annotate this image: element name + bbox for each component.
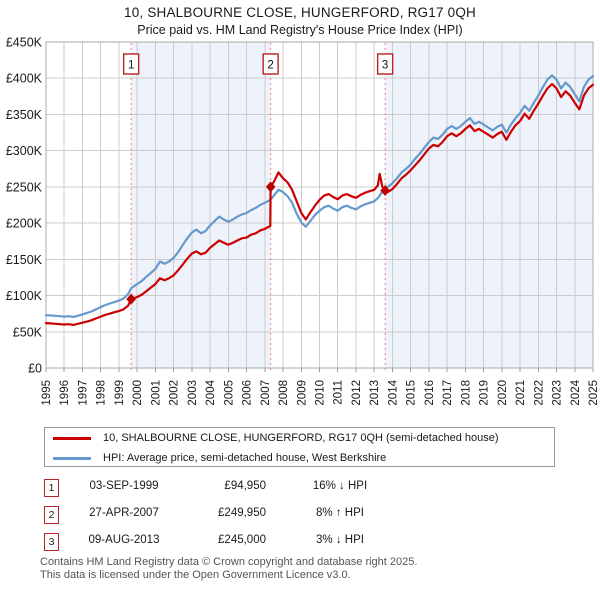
property-line <box>44 82 595 326</box>
x-tick-label: 2006 <box>242 380 254 406</box>
property-line-swatch <box>53 437 91 440</box>
x-tick-label: 2025 <box>588 380 600 406</box>
x-tick-label: 1995 <box>41 380 53 406</box>
x-tick-label: 2023 <box>552 380 564 406</box>
sale-marker-diamond <box>380 185 390 197</box>
x-tick-label: 2018 <box>460 380 472 406</box>
sale-hpi-delta: 16% ↓ HPI <box>312 480 368 492</box>
license-line-2: This data is licensed under the Open Gov… <box>40 568 351 581</box>
price-chart[interactable]: 1995 1996 1997 1998 1999 2000 2001 2002 2003 2004… <box>0 0 600 425</box>
chart-legend: 10, SHALBOURNE CLOSE, HUNGERFORD, RG17 0… <box>44 427 555 467</box>
x-tick-label: 2009 <box>296 380 308 406</box>
page-subtitle: Price paid vs. HM Land Registry's House … <box>137 23 463 37</box>
x-tick-label: 2000 <box>132 380 144 406</box>
table-row: 3 09-AUG-2013 £245,000 3% ↓ HPI <box>44 533 556 560</box>
sale-hpi-delta: 3% ↓ HPI <box>316 534 364 546</box>
x-tick-label: 1998 <box>96 380 108 406</box>
sale-marker-number: 2 <box>267 60 273 72</box>
legend-item-label: 10, SHALBOURNE CLOSE, HUNGERFORD, RG17 0… <box>103 432 499 444</box>
y-tick-label: £200K <box>6 217 43 231</box>
x-tick-label: 2015 <box>406 380 418 406</box>
sale-price: £245,000 <box>218 534 266 546</box>
x-tick-label: 2011 <box>333 380 345 405</box>
y-tick-label: £400K <box>6 72 43 86</box>
y-tick-label: £150K <box>6 253 43 267</box>
legend-item-property: 10, SHALBOURNE CLOSE, HUNGERFORD, RG17 0… <box>45 428 554 448</box>
sale-hpi-delta: 8% ↑ HPI <box>316 507 364 519</box>
x-tick-label: 2010 <box>315 380 327 406</box>
x-tick-label: 2019 <box>479 380 491 406</box>
sale-date: 03-SEP-1999 <box>89 480 159 492</box>
sale-marker-diamond <box>126 293 136 305</box>
x-tick-label: 2005 <box>223 380 235 406</box>
x-tick-label: 2004 <box>205 379 217 405</box>
y-tick-label: £100K <box>6 289 43 303</box>
x-tick-label: 1999 <box>114 380 126 406</box>
x-tick-label: 2012 <box>351 380 363 406</box>
x-tick-label: 1997 <box>77 380 89 406</box>
sale-price: £94,950 <box>224 480 266 492</box>
y-tick-label: £350K <box>6 108 43 122</box>
table-row: 1 03-SEP-1999 £94,950 16% ↓ HPI <box>44 479 556 506</box>
sale-number-badge: 2 <box>44 506 59 524</box>
x-tick-label: 2016 <box>424 380 436 406</box>
y-tick-label: £450K <box>6 36 43 50</box>
y-tick-label: £50K <box>13 325 43 339</box>
license-note: Contains HM Land Registry data © Crown c… <box>40 556 580 581</box>
sale-number-badge: 1 <box>44 479 59 497</box>
x-tick-label: 2021 <box>515 380 527 406</box>
y-tick-label: £300K <box>6 144 43 158</box>
x-tick-label: 2001 <box>150 380 162 406</box>
sale-marker-diamond <box>265 181 276 193</box>
x-tick-label: 2017 <box>442 380 454 406</box>
sale-number-badge: 3 <box>44 533 59 551</box>
x-tick-label: 2007 <box>260 380 272 406</box>
hpi-line-swatch <box>53 457 91 460</box>
legend-item-hpi: HPI: Average price, semi-detached house,… <box>45 448 554 468</box>
x-tick-label: 2020 <box>497 380 509 406</box>
ownership-band <box>385 42 593 368</box>
x-tick-label: 2008 <box>278 380 290 406</box>
sale-date: 27-APR-2007 <box>89 507 159 519</box>
sale-marker-number: 1 <box>128 60 134 72</box>
sale-marker-box <box>122 53 140 75</box>
plot-border <box>45 41 594 369</box>
x-tick-label: 2022 <box>533 380 545 406</box>
sale-marker-number: 3 <box>382 60 388 72</box>
x-tick-label: 1996 <box>59 380 71 406</box>
sale-marker-box <box>262 53 279 75</box>
sale-price: £249,950 <box>218 507 266 519</box>
license-line-1: Contains HM Land Registry data © Crown c… <box>40 556 418 568</box>
hpi-line <box>44 74 595 318</box>
y-tick-label: £0 <box>28 362 42 376</box>
sales-table: 1 03-SEP-1999 £94,950 16% ↓ HPI 2 27-APR… <box>44 479 556 560</box>
y-tick-label: £250K <box>6 180 43 194</box>
legend-item-label: HPI: Average price, semi-detached house,… <box>103 452 387 464</box>
table-row: 2 27-APR-2007 £249,950 8% ↑ HPI <box>44 506 556 533</box>
x-tick-label: 2014 <box>387 379 399 405</box>
x-tick-label: 2002 <box>169 380 181 406</box>
x-tick-label: 2024 <box>570 379 582 405</box>
x-tick-label: 2003 <box>187 380 199 406</box>
x-tick-label: 2013 <box>369 380 381 406</box>
sale-marker-box <box>376 53 394 75</box>
sale-date: 09-AUG-2013 <box>88 534 160 546</box>
page-title: 10, SHALBOURNE CLOSE, HUNGERFORD, RG17 0… <box>124 5 476 20</box>
ownership-band <box>131 42 271 368</box>
